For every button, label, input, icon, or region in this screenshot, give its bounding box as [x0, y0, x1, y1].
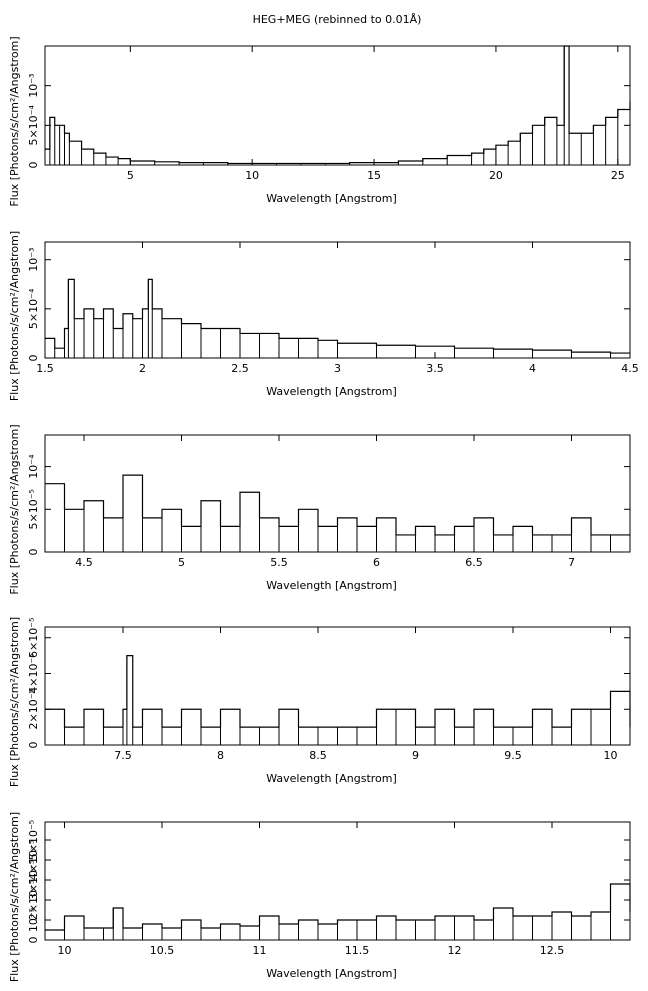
x-tick-label: 2	[139, 362, 146, 375]
y-tick-label: 10⁻³	[27, 248, 40, 272]
y-axis-label: Flux [Photons/s/cm²/Angstrom]	[8, 231, 21, 401]
x-tick-label: 8	[217, 749, 224, 762]
y-tick-label: 5×10⁻⁵	[27, 489, 40, 529]
panel-3: 4.5 5 5.5 6 6.5 7 0 5×10⁻⁵ 10⁻⁴ Wavelength [Angst…	[8, 424, 631, 595]
x-tick-label: 10.5	[150, 944, 175, 957]
y-axis-label: Flux [Photons/s/cm²/Angstrom]	[8, 36, 21, 206]
y-tick-label: 0	[27, 937, 40, 944]
x-tick-label: 7	[568, 556, 575, 569]
y-tick-label: 2×10⁻⁵	[27, 689, 40, 729]
y-axis-label: Flux [Photons/s/cm²/Angstrom]	[8, 424, 21, 594]
x-tick-label: 3	[334, 362, 341, 375]
x-tick-label: 10	[58, 944, 72, 957]
series-step-line	[45, 655, 631, 728]
y-tick-label: 10⁻⁴	[27, 454, 40, 479]
y-axis-label: Flux [Photons/s/cm²/Angstrom]	[8, 617, 21, 787]
y-tick-label: 6×10⁻⁵	[27, 618, 40, 658]
x-tick-label: 1.5	[36, 362, 54, 375]
y-tick-label: 5×10⁻⁵	[27, 820, 40, 860]
y-tick-label: 0	[27, 162, 40, 169]
panel-2: 1.5 2 2.5 3 3.5 4 4.5 0 5×10⁻⁴ 10⁻³ Wavelength [An…	[8, 231, 639, 401]
x-tick-label: 11	[253, 944, 267, 957]
y-tick-label: 2×10⁻⁵	[27, 880, 40, 920]
x-tick-label: 8.5	[309, 749, 327, 762]
y-tick-label: 0	[27, 549, 40, 556]
x-tick-label: 6	[373, 556, 380, 569]
series-step-line	[45, 45, 631, 165]
panel-5: 10 10.5 11 11.5 12 12.5 0 10⁻⁵2×10⁻⁵3×10⁻⁵4×10⁻…	[8, 812, 631, 982]
x-tick-label: 10	[245, 169, 259, 182]
x-tick-label: 9	[412, 749, 419, 762]
y-tick-label: 3×10⁻⁵	[27, 860, 40, 900]
x-tick-label: 9.5	[504, 749, 522, 762]
x-tick-label: 11.5	[345, 944, 370, 957]
x-tick-label: 4.5	[621, 362, 639, 375]
figure-title: HEG+MEG (rebinned to 0.01Å)	[253, 13, 422, 26]
y-tick-label: 5×10⁻⁴	[27, 288, 40, 329]
x-axis-label: Wavelength [Angstrom]	[266, 192, 397, 205]
x-axis-label: Wavelength [Angstrom]	[266, 967, 397, 980]
y-tick-label: 4×10⁻⁵	[27, 840, 40, 880]
x-tick-label: 20	[489, 169, 503, 182]
axes-frame	[44, 45, 631, 166]
x-tick-label: 4	[529, 362, 536, 375]
y-tick-label: 0	[27, 355, 40, 362]
panel-1: 5 10 15 20 25 0 5×10⁻⁴ 10⁻³ Wavelength [Angstrom…	[8, 36, 631, 207]
x-tick-label: 2.5	[231, 362, 249, 375]
x-axis-label: Wavelength [Angstrom]	[266, 772, 397, 785]
x-tick-label: 7.5	[114, 749, 132, 762]
x-tick-label: 12	[448, 944, 462, 957]
x-tick-label: 15	[367, 169, 381, 182]
y-tick-label: 5×10⁻⁴	[27, 105, 40, 146]
y-tick-label: 10⁻³	[27, 74, 40, 98]
y-axis-label: Flux [Photons/s/cm²/Angstrom]	[8, 812, 21, 982]
series-step-line	[45, 883, 631, 931]
panel-4: 7.5 8 8.5 9 9.5 10 0 2×10⁻⁵4×10⁻⁵6×10⁻⁵ Waveleng…	[8, 617, 631, 787]
x-tick-label: 5.5	[270, 556, 288, 569]
x-tick-label: 5	[178, 556, 185, 569]
x-tick-label: 12.5	[540, 944, 565, 957]
x-tick-label: 25	[611, 169, 625, 182]
x-tick-label: 10	[604, 749, 618, 762]
x-tick-label: 6.5	[465, 556, 483, 569]
x-axis-label: Wavelength [Angstrom]	[266, 579, 397, 592]
x-axis-label: Wavelength [Angstrom]	[266, 385, 397, 398]
y-tick-label: 4×10⁻⁵	[27, 653, 40, 693]
x-tick-label: 3.5	[426, 362, 444, 375]
x-tick-label: 4.5	[75, 556, 93, 569]
x-tick-label: 5	[127, 169, 134, 182]
y-tick-label: 0	[27, 742, 40, 749]
y-tick-label: 10⁻⁵	[27, 908, 40, 932]
